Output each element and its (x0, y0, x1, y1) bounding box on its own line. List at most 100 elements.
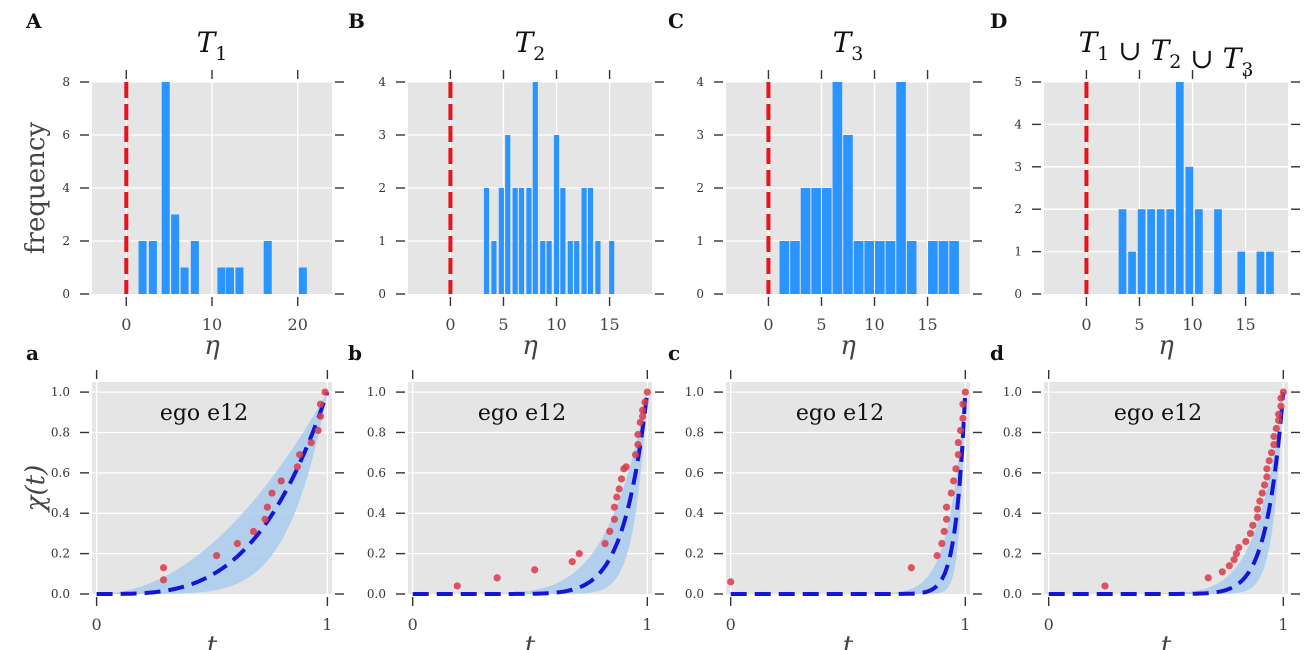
xtick-label: 0 (445, 315, 455, 334)
histogram-bar (587, 188, 594, 294)
panel-b: 0.0 0.2 0.4 0.6 0.8 1.0 0 1 ego e12 t b (348, 341, 664, 650)
ytick-label: 0.0 (685, 587, 704, 601)
data-point (610, 503, 619, 511)
data-point (213, 552, 221, 560)
histogram-bar (832, 82, 843, 294)
histogram-bar (885, 241, 896, 294)
panel-A: 0 2 4 6 8 0 10 20 T1 η frequency A (21, 9, 344, 361)
ytick-label: 0.2 (685, 547, 704, 561)
data-point (1279, 388, 1287, 396)
data-point (601, 539, 609, 548)
xtick-label: 1 (642, 615, 652, 634)
histogram-bar (1266, 251, 1274, 294)
histogram-bar (1118, 209, 1127, 294)
title-subscript: 1 (215, 43, 227, 65)
ytick-label: 2 (378, 181, 386, 195)
data-point (940, 527, 948, 536)
data-point (1256, 497, 1264, 505)
confidence-band (1048, 392, 1284, 594)
data-point (249, 527, 258, 536)
xtick-label: 10 (202, 315, 222, 334)
histogram-bar (1137, 209, 1146, 294)
panel-letter: c (668, 341, 680, 365)
ytick-label: 0.8 (685, 425, 704, 439)
histogram-bar (843, 135, 853, 294)
ytick-label: 2 (62, 234, 70, 248)
fit-curve (1048, 391, 1286, 596)
ytick-label: 0.2 (367, 547, 386, 561)
ytick-label: 3 (696, 128, 704, 142)
data-point (1267, 449, 1276, 457)
x-axis-label: t (843, 631, 854, 650)
data-point (954, 438, 962, 447)
x-axis-label: η (204, 331, 220, 361)
ytick-label: 1 (696, 234, 704, 248)
data-point (568, 558, 576, 566)
histogram-bar (875, 241, 885, 294)
histogram-bar (1195, 209, 1203, 294)
data-point (293, 463, 301, 471)
plot-area (1044, 82, 1288, 294)
histogram-bar (180, 267, 189, 294)
panel-title: T1 (197, 26, 228, 65)
ytick-label: 0.6 (367, 466, 386, 480)
data-point (1101, 582, 1109, 590)
data-point (1246, 529, 1255, 538)
ytick-label: 4 (62, 181, 70, 195)
ytick-label: 4 (1014, 117, 1022, 131)
panel-letter: B (348, 9, 365, 33)
xtick-label: 1 (1278, 615, 1288, 634)
histogram-bar (512, 188, 518, 294)
xtick-label: 0 (763, 315, 773, 334)
panel-letter: D (990, 9, 1007, 33)
histogram-bar (949, 241, 959, 294)
panel-d: 0.0 0.2 0.4 0.6 0.8 1.0 0 1 ego e12 t d (990, 341, 1300, 650)
panel-title: T1 ∪ T2 ∪ T3 (1079, 26, 1254, 81)
panel-a: 0.0 0.2 0.4 0.6 0.8 1.0 0 1 ego e12 t χ(t) a (21, 341, 344, 650)
y-axis-label: χ(t) (21, 465, 51, 514)
panel-title: T2 (515, 26, 546, 65)
histogram-bar (1156, 209, 1165, 294)
xtick-label: 15 (917, 315, 937, 334)
histogram-bar (928, 241, 938, 294)
data-point (610, 515, 619, 523)
annotation-text: ego e12 (1114, 401, 1202, 426)
histogram-bar (609, 241, 615, 294)
xtick-label: 10 (1182, 315, 1202, 334)
histogram-bar (800, 188, 811, 294)
data-point (639, 406, 647, 414)
data-point (1270, 440, 1278, 449)
data-point (1235, 543, 1243, 552)
y-axis-label: frequency (21, 122, 51, 255)
xtick-label: 15 (599, 315, 619, 334)
data-point (1218, 568, 1226, 576)
histogram-bar (498, 188, 504, 294)
histogram-bar (138, 241, 147, 294)
histogram-bar (821, 188, 832, 294)
ytick-label: 0.4 (1003, 506, 1022, 520)
title-symbol: T (1151, 34, 1172, 67)
data-point (641, 398, 649, 406)
data-point (268, 489, 276, 497)
ytick-label: 0.0 (51, 587, 70, 601)
xtick-label: 0 (408, 615, 418, 634)
data-point (1265, 457, 1273, 465)
xtick-label: 0 (121, 315, 131, 334)
ytick-label: 4 (378, 75, 386, 89)
panel-c: 0.0 0.2 0.4 0.6 0.8 1.0 0 1 ego e12 t c (668, 341, 982, 650)
histogram-bar (1185, 166, 1194, 294)
histogram-bar (546, 241, 552, 294)
ytick-label: 0.6 (51, 466, 70, 480)
data-point (1253, 513, 1262, 521)
ytick-label: 0 (62, 287, 70, 301)
data-point (233, 539, 241, 548)
histogram-bar (553, 135, 560, 294)
ytick-label: 3 (378, 128, 386, 142)
title-subscript: 3 (1241, 59, 1253, 81)
xtick-label: 0 (1081, 315, 1091, 334)
ytick-label: 0 (1014, 287, 1022, 301)
histogram-bar (190, 241, 199, 294)
histogram-bar (560, 188, 566, 294)
ytick-label: 1 (1014, 245, 1022, 259)
